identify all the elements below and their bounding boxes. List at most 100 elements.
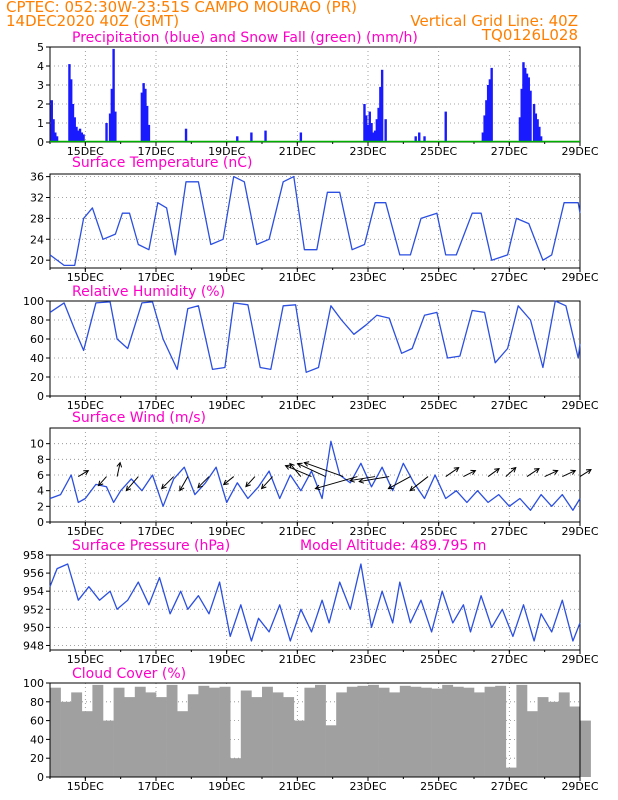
wind-ytick-label: 0: [37, 516, 44, 529]
cloud-title: Cloud Cover (%): [72, 666, 186, 682]
wind-ytick-label: 2: [37, 500, 44, 513]
pressure-panel: 15DEC 17DEC 19DEC 21DEC 23DEC 25DEC 27DEC 29DEC…: [23, 538, 599, 666]
wind-arrow-head: [260, 483, 267, 490]
wind-xtick-label: 15DEC: [67, 525, 104, 538]
wind-arrow-head: [570, 469, 577, 475]
precip-xtick-label: 23DEC: [349, 145, 386, 158]
wind-arrow: [505, 467, 517, 477]
humidity-xtick-label: 27DEC: [491, 399, 528, 412]
cloud-bar: [389, 692, 401, 777]
precip-bar: [522, 62, 525, 143]
precip-bar: [80, 132, 83, 142]
precip-bar: [485, 100, 488, 142]
precip-bar: [68, 64, 71, 142]
humidity-ytick-label: 60: [30, 333, 44, 346]
cloud-bar: [548, 701, 560, 777]
cloud-bar: [325, 725, 337, 777]
precip-panel: 15DEC 17DEC 19DEC 21DEC 23DEC 25DEC 27DEC 29DEC…: [37, 30, 599, 158]
precip-bar: [250, 132, 253, 142]
wind-arrow: [197, 476, 210, 488]
humidity-ytick-label: 80: [30, 314, 44, 327]
humidity-title: Relative Humidity (%): [72, 284, 225, 300]
wind-arrow: [526, 468, 540, 477]
precip-bar: [108, 113, 112, 142]
cloud-xtick-label: 19DEC: [208, 780, 245, 793]
precip-bar: [375, 119, 379, 142]
header-date-line: 14DEC2020 40Z (GMT): [6, 12, 179, 30]
precip-bar: [112, 48, 115, 142]
precip-title: Precipitation (blue) and Snow Fall (gree…: [72, 30, 418, 46]
cloud-xtick-label: 17DEC: [137, 780, 174, 793]
wind-arrow: [445, 467, 460, 477]
temperature-xtick-label: 29DEC: [561, 271, 598, 284]
cloud-bar: [71, 692, 83, 777]
precip-bar: [145, 105, 149, 142]
cloud-xtick-label: 15DEC: [67, 780, 104, 793]
precip-bar: [184, 128, 188, 142]
temperature-line: [49, 175, 581, 267]
cloud-bar: [495, 685, 507, 777]
precip-ytick-label: 5: [37, 41, 44, 54]
cloud-bar: [569, 706, 581, 777]
wind-arrow-head: [303, 461, 310, 467]
wind-xtick-label: 29DEC: [561, 525, 598, 538]
wind-arrow-head: [453, 467, 460, 473]
wind-arrow-head: [296, 462, 303, 468]
temperature-xtick-label: 23DEC: [349, 271, 386, 284]
precip-ytick-label: 3: [37, 79, 44, 92]
precip-bar: [54, 132, 57, 142]
wind-arrow: [544, 470, 558, 478]
cloud-bar: [336, 692, 348, 777]
wind-xtick-label: 27DEC: [491, 525, 528, 538]
wind-xtick-label: 19DEC: [208, 525, 245, 538]
cloud-bar: [103, 720, 114, 777]
precip-bar: [299, 132, 303, 142]
cloud-bar: [399, 685, 411, 777]
humidity-ytick-label: 0: [37, 390, 44, 403]
cloud-bar: [198, 685, 210, 777]
wind-arrow: [315, 476, 358, 490]
cloud-bar: [431, 688, 443, 777]
cloud-xtick-label: 25DEC: [420, 780, 457, 793]
humidity-xtick-label: 23DEC: [349, 399, 386, 412]
cloud-bar: [219, 686, 231, 777]
temperature-frame: [49, 173, 581, 269]
cloud-bar: [50, 687, 61, 777]
pressure-ytick-label: 950: [23, 621, 44, 634]
humidity-xtick-label: 19DEC: [208, 399, 245, 412]
wind-arrow: [579, 469, 592, 477]
cloud-bar: [357, 685, 369, 777]
wind-arrow-head: [314, 484, 321, 491]
precip-bar: [52, 119, 55, 142]
precip-bar: [373, 130, 377, 142]
wind-arrow-head: [387, 484, 394, 490]
cloud-xtick-label: 21DEC: [279, 780, 316, 793]
cloud-bar: [251, 697, 263, 777]
precip-bar: [379, 86, 382, 142]
cloud-panel: 15DEC 17DEC 19DEC 21DEC 23DEC 25DEC 27DEC 29DEC…: [23, 666, 599, 793]
precip-xtick-label: 17DEC: [137, 145, 174, 158]
cloud-bar: [177, 711, 189, 777]
precip-bar: [75, 126, 78, 142]
wind-title: Surface Wind (m/s): [72, 410, 206, 426]
wind-xtick-label: 21DEC: [279, 525, 316, 538]
cloud-ytick-label: 60: [30, 715, 44, 728]
precip-bar: [114, 111, 117, 142]
wind-line: [49, 440, 581, 511]
pressure-line: [49, 563, 581, 642]
wind-arrow-head: [284, 464, 291, 470]
precip-bar: [144, 88, 147, 142]
pressure-ytick-label: 958: [23, 549, 44, 562]
wind-arrow-head: [83, 470, 90, 476]
pressure-ytick-label: 956: [23, 567, 44, 580]
cloud-bar: [124, 697, 136, 777]
wind-arrow: [304, 462, 344, 478]
cloud-bar: [145, 692, 157, 777]
precip-bar: [110, 88, 114, 142]
cloud-bar: [166, 684, 178, 777]
precip-bar: [518, 117, 522, 142]
wind-arrow-head: [179, 485, 185, 492]
temperature-xtick-label: 25DEC: [420, 271, 457, 284]
humidity-line: [49, 300, 581, 373]
cloud-bar: [516, 684, 528, 777]
